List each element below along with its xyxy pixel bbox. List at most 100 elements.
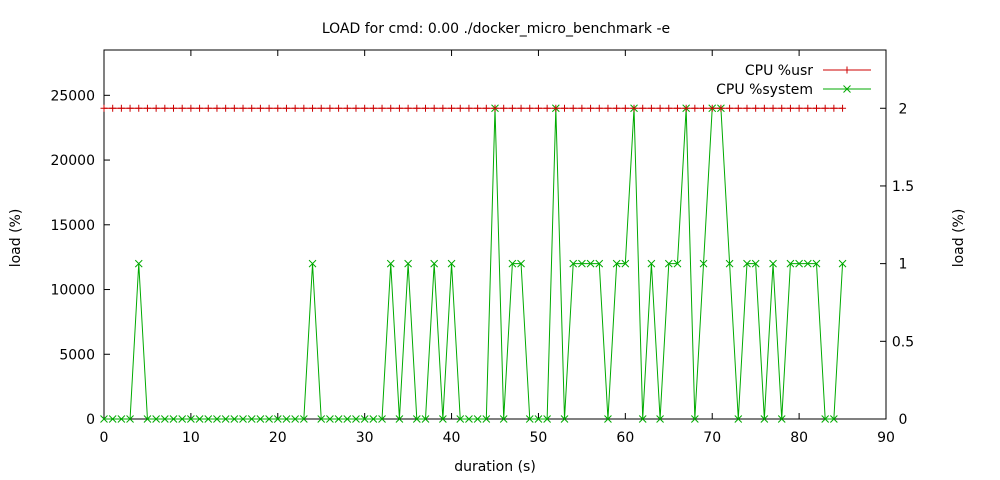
data-point-cpu-usr [196,104,204,112]
data-point-cpu-usr [439,104,447,112]
data-point-cpu-system [508,259,517,268]
data-point-cpu-usr [335,104,343,112]
data-point-cpu-usr [587,104,595,112]
data-point-cpu-system [647,259,656,268]
data-point-cpu-system [412,415,421,423]
data-point-cpu-system [525,415,534,423]
data-point-cpu-usr [248,104,256,112]
data-point-cpu-system [178,415,187,423]
legend-marker [843,66,851,74]
data-point-cpu-system [143,415,152,423]
data-point-cpu-usr [448,104,456,112]
data-point-cpu-usr [222,104,230,112]
data-point-cpu-system [517,259,525,268]
data-point-cpu-system [421,415,430,423]
data-point-cpu-system [343,415,352,423]
data-point-cpu-usr [578,104,586,112]
data-point-cpu-usr [378,104,386,112]
x-tick-label: 90 [877,430,895,446]
data-point-cpu-usr [369,104,377,112]
data-point-cpu-usr [395,104,403,112]
data-point-cpu-usr [256,104,264,112]
data-point-cpu-system [187,415,195,423]
data-point-cpu-system [326,415,334,423]
legend-label-cpu-system: CPU %system [716,82,813,98]
data-point-cpu-usr [743,104,751,112]
data-point-cpu-system [369,415,378,423]
x-axis: 0 10 20 30 40 50 60 70 80 90 [100,50,895,446]
data-point-cpu-usr [430,104,438,112]
data-point-cpu-usr [786,104,794,112]
y2-tick-label: 2 [899,101,908,117]
data-point-cpu-system [291,415,300,423]
data-point-cpu-system [690,415,699,423]
x-tick-label: 0 [100,430,109,446]
data-point-cpu-usr [526,104,534,112]
data-point-cpu-usr [691,104,699,112]
data-point-cpu-system [586,259,595,268]
data-point-cpu-system [534,415,543,423]
data-point-cpu-usr [543,104,551,112]
data-point-cpu-usr [726,104,734,112]
data-point-cpu-usr [109,104,117,112]
y-tick-label: 5000 [59,347,95,363]
data-point-cpu-usr [482,104,490,112]
data-point-cpu-system [499,415,508,423]
data-point-cpu-system [777,415,786,423]
data-point-cpu-usr [656,104,664,112]
data-point-cpu-usr [187,104,195,112]
data-point-cpu-system [838,259,847,268]
data-point-cpu-usr [508,104,516,112]
data-point-cpu-system [386,259,395,268]
data-point-cpu-system [456,415,465,423]
data-point-cpu-system [213,415,221,423]
data-point-cpu-usr [239,104,247,112]
data-point-cpu-system [404,259,412,268]
data-point-cpu-usr [552,104,560,112]
y-tick-label: 15000 [50,218,95,234]
data-point-cpu-system [273,415,282,423]
series-layer [100,104,847,423]
x-tick-label: 10 [182,430,200,446]
data-point-cpu-usr [830,104,838,112]
data-point-cpu-usr [474,104,482,112]
data-point-cpu-system [126,415,134,423]
data-point-cpu-system [795,259,803,268]
data-point-cpu-system [699,259,708,268]
data-point-cpu-system [560,415,569,423]
data-point-cpu-system [543,415,551,423]
data-point-cpu-system [473,415,482,423]
data-point-cpu-system [282,415,291,423]
data-point-cpu-system [812,259,821,268]
data-point-cpu-usr [682,104,690,112]
data-point-cpu-system [578,259,586,268]
data-point-cpu-usr [839,104,847,112]
data-point-cpu-usr [491,104,499,112]
y-tick-label: 10000 [50,283,95,299]
data-point-cpu-usr [630,104,638,112]
data-point-cpu-usr [595,104,603,112]
data-point-cpu-usr [274,104,282,112]
y-axis-right: 0 0.5 1 1.5 2 [880,101,914,428]
data-point-cpu-usr [343,104,351,112]
data-point-cpu-usr [517,104,525,112]
data-point-cpu-usr [178,104,186,112]
data-point-cpu-system [656,415,664,423]
data-point-cpu-system [134,259,143,268]
x-tick-label: 50 [530,430,548,446]
data-point-cpu-system [664,259,673,268]
x-tick-label: 60 [616,430,634,446]
data-point-cpu-usr [708,104,716,112]
x-axis-label: duration (s) [454,459,536,475]
data-point-cpu-usr [639,104,647,112]
data-point-cpu-system [352,415,360,423]
data-point-cpu-usr [561,104,569,112]
legend-label-cpu-usr: CPU %usr [745,63,813,79]
y-axis-label: load (%) [8,209,24,268]
data-point-cpu-usr [821,104,829,112]
data-point-cpu-system [734,415,743,423]
data-point-cpu-usr [804,104,812,112]
y2-tick-label: 1.5 [892,179,914,195]
data-point-cpu-system [204,415,213,423]
data-point-cpu-system [769,259,777,268]
